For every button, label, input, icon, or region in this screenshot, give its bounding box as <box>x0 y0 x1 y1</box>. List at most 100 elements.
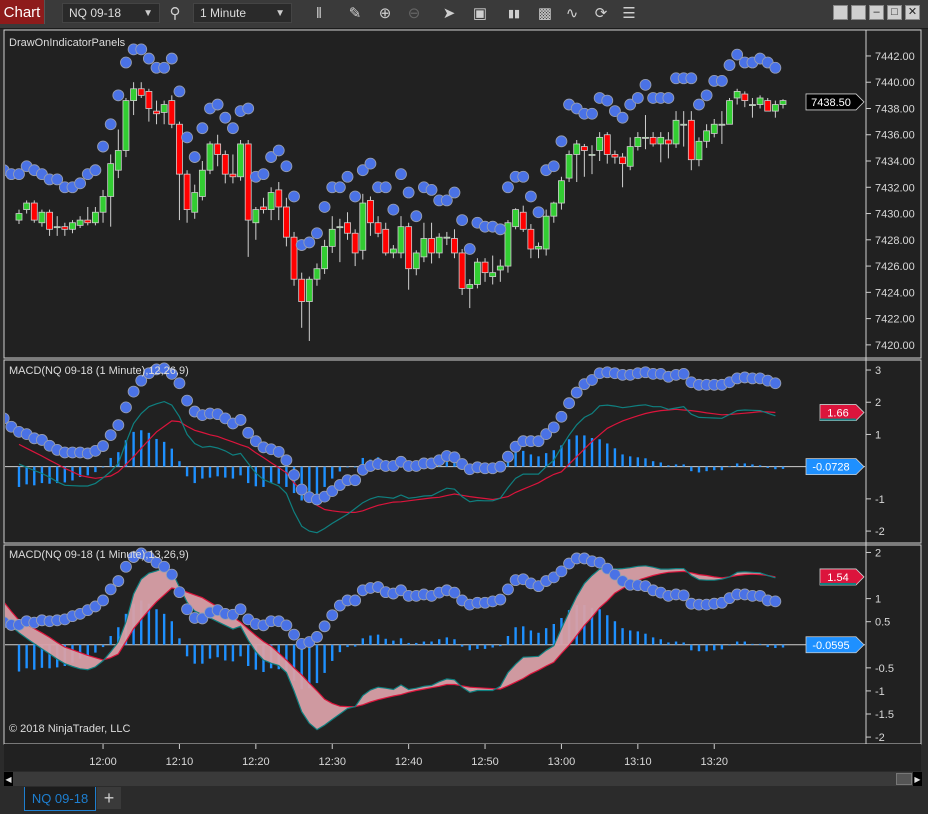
candle-up <box>473 261 481 285</box>
candle-down <box>665 139 672 145</box>
macd2-plot <box>5 547 865 731</box>
strategies-icon[interactable]: ▩ <box>537 5 553 22</box>
scrollbar-thumb[interactable] <box>896 773 912 785</box>
indicator-dot <box>547 421 560 434</box>
indicator-dot <box>677 589 690 602</box>
price-dot <box>165 52 178 65</box>
indicator-dot <box>586 374 598 386</box>
price-dot <box>387 203 400 216</box>
histogram-bar <box>109 457 112 467</box>
histogram-bar <box>415 642 418 645</box>
search-icon[interactable]: ⚲ <box>169 5 181 22</box>
histogram-bar <box>690 644 693 651</box>
macd2-tick-label: -2 <box>875 732 885 744</box>
histogram-bar <box>331 466 334 479</box>
bar-type-icon[interactable]: ‖ <box>315 4 323 22</box>
histogram-bar <box>399 638 403 645</box>
indicator-dot <box>127 385 140 398</box>
histogram-bar <box>315 644 319 684</box>
macd2-panel-label: MACD(NQ 09-18 (1 Minute),13,26,9) <box>9 549 189 561</box>
price-tick-label: 7442.00 <box>875 51 915 63</box>
histogram-bar <box>48 466 51 484</box>
histogram-bar <box>17 644 21 672</box>
chart-menu-button[interactable]: Chart <box>0 0 45 24</box>
histogram-bar <box>254 466 258 487</box>
candle-up <box>313 268 321 280</box>
drawing-tool-icon[interactable]: ∿ <box>565 5 579 22</box>
candle-down <box>764 100 772 112</box>
histogram-bar <box>109 636 112 645</box>
indicator-dot <box>249 435 262 448</box>
interval-selector[interactable]: 1 Minute ▼ <box>193 3 292 23</box>
indicator-dot <box>769 595 782 608</box>
data-box-icon[interactable]: ▣ <box>472 5 488 22</box>
histogram-bar <box>644 633 647 645</box>
indicator-dot <box>112 419 125 432</box>
maximize-icon[interactable]: □ <box>887 5 902 20</box>
signal-value-marker <box>819 568 865 586</box>
indicator-dot <box>295 483 308 496</box>
histogram-bar <box>644 458 647 467</box>
histogram-bar <box>621 454 624 467</box>
add-tab-button[interactable]: + <box>97 787 121 809</box>
indicator-dot <box>494 460 507 473</box>
properties-icon[interactable]: ☰ <box>622 5 636 22</box>
candle-up <box>38 211 46 224</box>
histogram-bar <box>346 466 349 468</box>
pencil-icon[interactable]: ✎ <box>348 5 362 22</box>
chart-trader-icon[interactable]: ▮▮ <box>507 7 521 20</box>
instrument-selector[interactable]: NQ 09-18 ▼ <box>62 3 160 23</box>
candle-down <box>290 236 298 280</box>
candle-up <box>99 196 107 213</box>
macd2-tick-label: 0.5 <box>875 617 890 629</box>
horizontal-scrollbar[interactable]: ◀ ▶ <box>4 772 922 786</box>
candle-up <box>359 202 367 251</box>
histogram-bar <box>193 644 196 664</box>
interval-value: 1 Minute <box>200 6 247 20</box>
histogram-bar <box>117 452 120 467</box>
price-tick-label: 7426.00 <box>875 261 915 273</box>
candle-down <box>603 134 611 155</box>
histogram-bar <box>430 641 433 645</box>
price-panel-label: DrawOnIndicatorPanels <box>9 37 126 49</box>
candle-up <box>198 169 206 197</box>
tile-icon[interactable] <box>851 5 866 20</box>
price-tick-label: 7440.00 <box>875 77 915 89</box>
zoom-out-icon[interactable]: ⊖ <box>407 5 421 22</box>
price-dot <box>440 194 453 207</box>
candle-up <box>779 100 787 105</box>
price-dot <box>120 56 132 69</box>
price-dot <box>731 48 744 61</box>
histogram-bar <box>162 441 166 467</box>
indicator-dot <box>326 485 339 498</box>
close-icon[interactable]: ✕ <box>905 5 920 20</box>
tile-icon[interactable] <box>833 5 848 20</box>
histogram-bar <box>231 466 235 479</box>
candle-up <box>130 88 138 102</box>
macd1-tick-label: -2 <box>875 526 885 538</box>
histogram-bar <box>705 644 708 652</box>
candle-up <box>466 284 474 289</box>
pointer-icon[interactable]: ➤ <box>442 5 456 22</box>
zoom-in-icon[interactable]: ⊕ <box>378 5 392 22</box>
histogram-bar <box>544 453 548 467</box>
histogram-bar <box>392 640 395 645</box>
instrument-value: NQ 09-18 <box>69 6 122 20</box>
scroll-right-icon[interactable]: ▶ <box>913 772 922 786</box>
histogram-bar <box>774 644 777 648</box>
price-tick-label: 7422.00 <box>875 314 915 326</box>
histogram-bar <box>766 466 769 468</box>
histogram-bar <box>781 644 785 648</box>
histogram-bar <box>651 461 655 467</box>
minimize-icon[interactable]: – <box>869 5 884 20</box>
candle-up <box>718 123 726 126</box>
tab-nq-09-18[interactable]: NQ 09-18 <box>24 787 96 811</box>
candle-up <box>726 100 733 125</box>
candle-down <box>30 202 38 221</box>
scroll-left-icon[interactable]: ◀ <box>4 772 13 786</box>
histogram-bar <box>613 448 617 467</box>
macd1-tick-label: 3 <box>875 365 881 377</box>
reload-icon[interactable]: ⟳ <box>594 5 608 22</box>
histogram-bar <box>208 466 212 478</box>
